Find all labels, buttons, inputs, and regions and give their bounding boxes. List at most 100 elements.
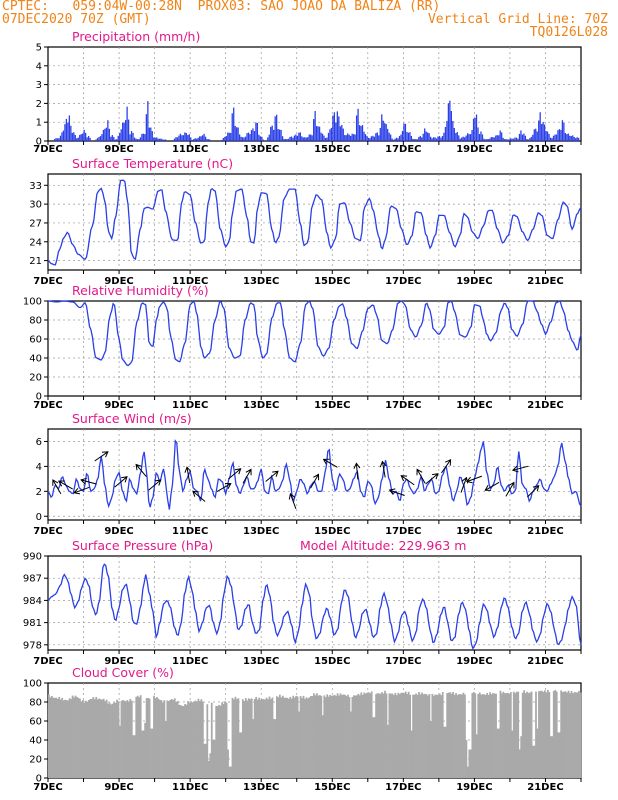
precip-xtick: 13DEC <box>243 144 279 155</box>
cloud-bar <box>314 695 317 778</box>
rh-xtick: 21DEC <box>527 400 563 411</box>
cloud-bar <box>191 702 194 778</box>
precip-bar <box>533 129 535 141</box>
cloud-bar <box>215 705 218 778</box>
cloud-bar <box>407 691 410 778</box>
cloud-bar <box>554 689 557 778</box>
cloud-bar <box>201 701 204 778</box>
precip-bar <box>196 138 198 141</box>
precip-bar <box>517 138 519 141</box>
cloud-bar <box>543 690 546 778</box>
cloud-bar <box>385 693 388 778</box>
cloud-bar <box>170 699 173 778</box>
precip-bar <box>113 136 115 141</box>
precip-bar <box>147 101 149 141</box>
cloud-bar <box>92 697 95 778</box>
temp-ytick: 30 <box>29 200 42 211</box>
cloud-bar <box>50 695 53 778</box>
cloud-xtick: 15DEC <box>314 782 350 793</box>
precip-bar <box>567 133 569 141</box>
cloud-bar <box>153 695 155 778</box>
precip-bar <box>187 135 189 141</box>
precip-bar <box>508 139 510 141</box>
cloud-bar <box>304 698 306 778</box>
precip-bar <box>277 129 279 141</box>
precip-bar <box>117 135 119 141</box>
precip-bar <box>243 137 245 141</box>
cloud-bar <box>53 697 56 778</box>
temp-frame <box>47 173 582 271</box>
cloud-bar <box>432 695 435 778</box>
cloud-bar <box>298 711 300 778</box>
cloud-bar <box>236 699 238 778</box>
cloud-bar <box>124 701 127 778</box>
cloud-bar <box>313 693 315 778</box>
cloud-bar <box>459 694 462 778</box>
cloud-bar <box>286 697 289 778</box>
precip-bar <box>237 127 239 141</box>
precip-bar <box>563 122 565 141</box>
precip-bar <box>361 125 364 141</box>
cloud-bar <box>364 693 367 778</box>
precip-bar <box>367 137 370 141</box>
precip-bar <box>351 133 353 141</box>
rh-xtick: 19DEC <box>456 400 492 411</box>
precip-bar <box>409 132 411 141</box>
cloud-bar <box>181 705 184 778</box>
precip-bar <box>360 125 362 141</box>
cloud-bar <box>113 702 115 778</box>
temp-ytick: 27 <box>29 218 42 229</box>
cloud-bar <box>395 695 398 778</box>
cloud-bar <box>347 694 349 778</box>
precip-bar <box>116 139 118 141</box>
cloud-bar <box>392 695 395 778</box>
cloud-bar <box>243 700 246 778</box>
precip-bar <box>435 138 438 141</box>
cloud-bar <box>330 695 333 778</box>
cloud-bar <box>464 694 466 778</box>
cloud-bar <box>329 694 332 778</box>
cloud-bar <box>357 693 360 778</box>
precip-bar <box>250 130 253 141</box>
cloud-bar <box>295 696 298 778</box>
precip-bar <box>256 122 259 141</box>
cloud-bar <box>327 696 330 778</box>
precip-bar <box>425 131 427 141</box>
precip-bar <box>139 137 142 141</box>
cloud-bar <box>410 730 413 778</box>
precip-bar <box>136 139 139 141</box>
cloud-bar <box>478 692 481 778</box>
precip-bar <box>222 137 224 141</box>
cloud-bar <box>216 706 219 778</box>
precip-bar <box>358 125 361 141</box>
precip-bar <box>179 133 182 141</box>
precip-bar <box>401 130 404 141</box>
precip-bar <box>447 103 450 141</box>
precip-bar <box>151 131 153 141</box>
precip-xtick: 9DEC <box>104 144 133 155</box>
cloud-bar <box>82 699 84 778</box>
cloud-bar <box>293 697 296 778</box>
precip-bar <box>221 139 223 141</box>
cloud-bar <box>542 691 545 778</box>
rh-xtick: 17DEC <box>385 400 421 411</box>
cloud-xtick: 9DEC <box>104 782 133 793</box>
precip-bar <box>148 127 150 141</box>
header-run-time: 07DEC2020 70Z (GMT) <box>2 12 151 27</box>
precip-bar <box>575 138 577 141</box>
cloud-bar <box>281 695 284 778</box>
precip-bar <box>67 122 69 141</box>
precip-bar <box>145 114 147 141</box>
cloud-bar <box>117 701 120 778</box>
precip-bar <box>238 134 241 141</box>
pres-xtick: 17DEC <box>385 656 421 667</box>
cloud-bar <box>157 698 160 778</box>
precip-bar <box>388 132 390 141</box>
wind-arrow <box>527 485 540 498</box>
precip-bar <box>173 138 176 141</box>
temp-xtick: 17DEC <box>385 276 421 287</box>
precip-bar <box>176 137 179 141</box>
cloud-bar <box>450 693 453 778</box>
cloud-bar <box>89 698 92 778</box>
